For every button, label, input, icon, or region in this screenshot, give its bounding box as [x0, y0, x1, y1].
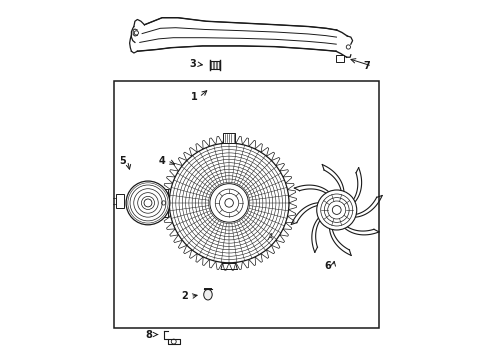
- Circle shape: [317, 190, 357, 230]
- Bar: [115, 81, 379, 328]
- Bar: [210, 62, 220, 69]
- Text: 4: 4: [159, 156, 166, 166]
- Ellipse shape: [204, 289, 212, 300]
- Bar: [160, 189, 168, 217]
- Text: A: A: [268, 233, 273, 242]
- Circle shape: [225, 199, 233, 207]
- Text: 6: 6: [324, 261, 331, 271]
- Bar: [116, 194, 124, 208]
- Bar: [223, 133, 236, 143]
- Circle shape: [144, 199, 152, 207]
- Text: 8: 8: [146, 329, 152, 339]
- Circle shape: [332, 206, 341, 215]
- Text: 2: 2: [182, 292, 188, 301]
- Text: 5: 5: [119, 156, 125, 166]
- Text: 7: 7: [364, 61, 370, 71]
- Text: 3: 3: [190, 59, 196, 69]
- Circle shape: [210, 184, 248, 222]
- Bar: [336, 55, 344, 62]
- Text: 1: 1: [191, 92, 197, 102]
- Circle shape: [126, 181, 170, 225]
